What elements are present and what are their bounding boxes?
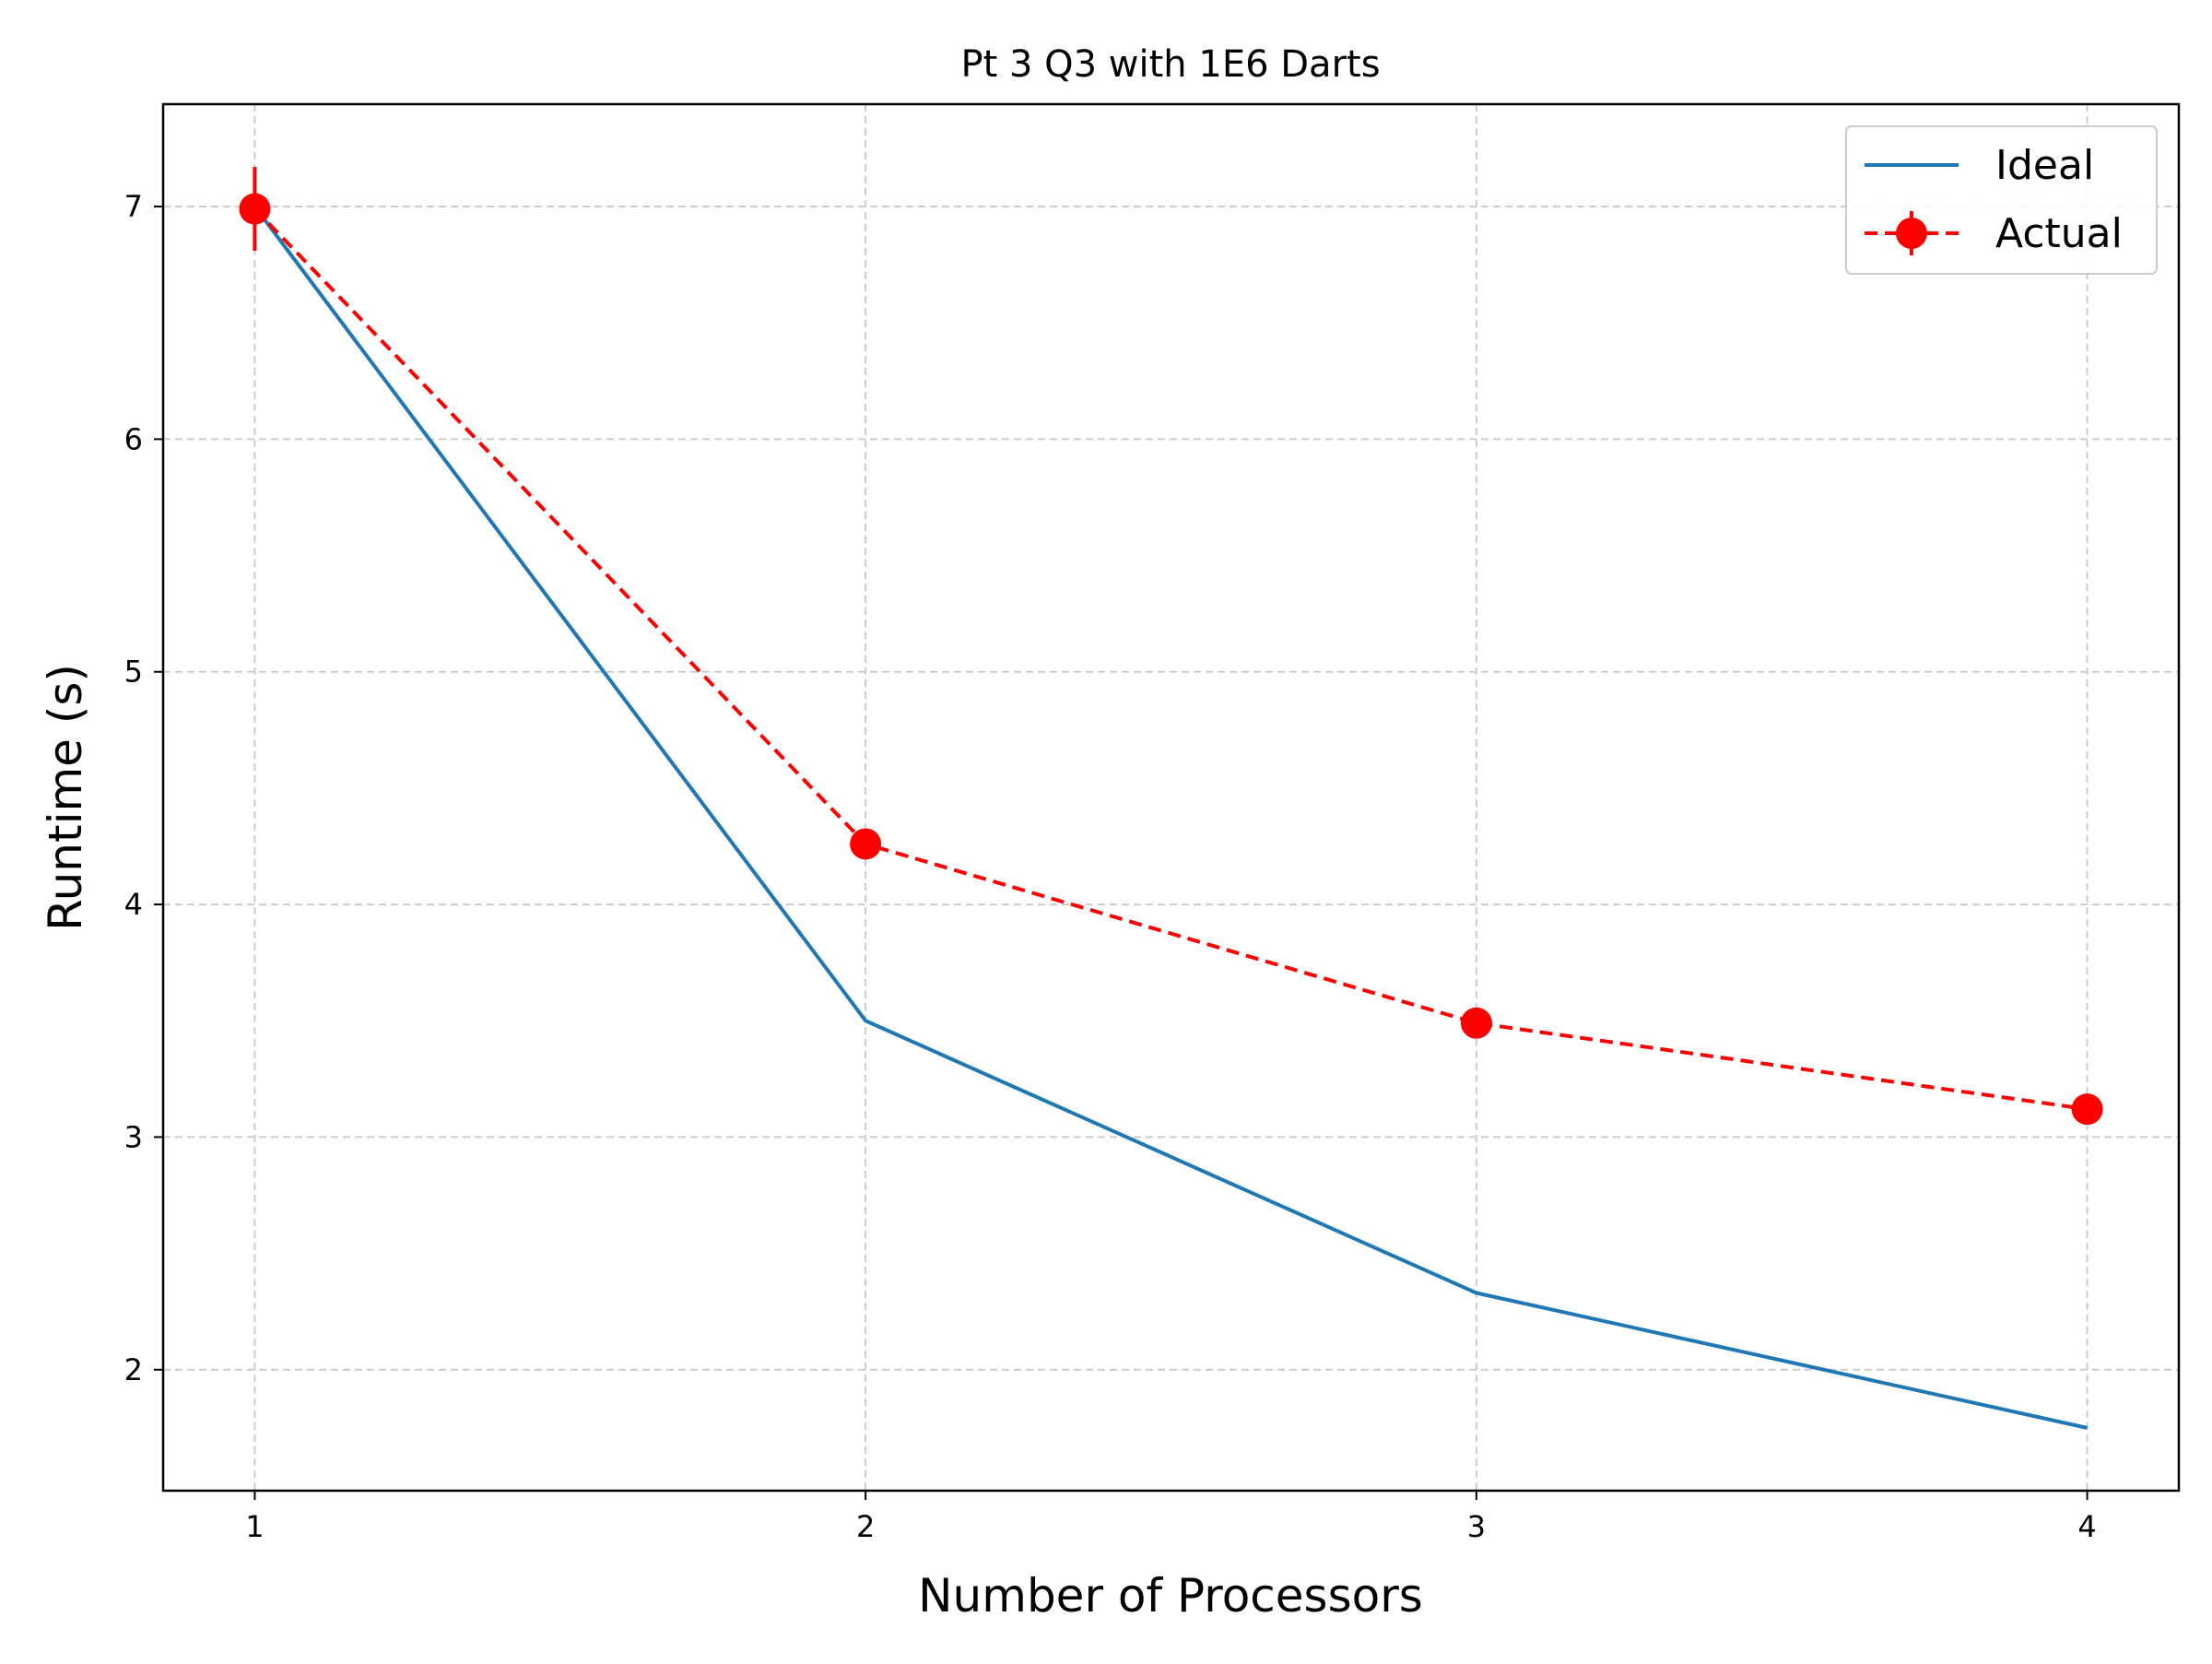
x-tick-label: 4 bbox=[2077, 1509, 2096, 1544]
data-point bbox=[239, 193, 271, 225]
y-tick-label: 2 bbox=[124, 1352, 143, 1387]
series-layer bbox=[239, 167, 2103, 1430]
legend-label: Actual bbox=[1995, 210, 2123, 257]
data-point bbox=[850, 828, 882, 860]
series-line-actual bbox=[253, 207, 2088, 1112]
y-tick-label: 7 bbox=[124, 189, 143, 224]
legend-label: Ideal bbox=[1995, 142, 2094, 189]
legend-entry-ideal: Ideal bbox=[1865, 142, 2094, 189]
x-tick-label: 3 bbox=[1467, 1509, 1486, 1544]
data-point bbox=[2071, 1093, 2103, 1126]
y-tick-label: 6 bbox=[124, 421, 143, 456]
x-tick-label: 2 bbox=[856, 1509, 875, 1544]
series-actual bbox=[239, 167, 2103, 1126]
series-line-ideal bbox=[253, 205, 2088, 1430]
legend-swatch-marker bbox=[1896, 218, 1927, 249]
y-tick-label: 4 bbox=[124, 887, 143, 922]
x-tick-label: 1 bbox=[245, 1509, 264, 1544]
ticks: 1 2 3 4 2 3 4 5 6 7 bbox=[124, 189, 2097, 1544]
y-tick-label: 3 bbox=[124, 1119, 143, 1154]
legend: Ideal Actual bbox=[1845, 125, 2158, 275]
plot-frame bbox=[161, 102, 2181, 1493]
series-ideal bbox=[253, 205, 2088, 1430]
x-axis-label: Number of Processors bbox=[918, 1569, 1423, 1623]
y-axis-label: Runtime (s) bbox=[39, 664, 92, 931]
grid bbox=[163, 104, 2179, 1491]
y-tick-label: 5 bbox=[124, 655, 143, 690]
chart-title: Pt 3 Q3 with 1E6 Darts bbox=[960, 43, 1380, 86]
data-point bbox=[1460, 1007, 1492, 1039]
legend-entry-actual: Actual bbox=[1865, 210, 2123, 257]
